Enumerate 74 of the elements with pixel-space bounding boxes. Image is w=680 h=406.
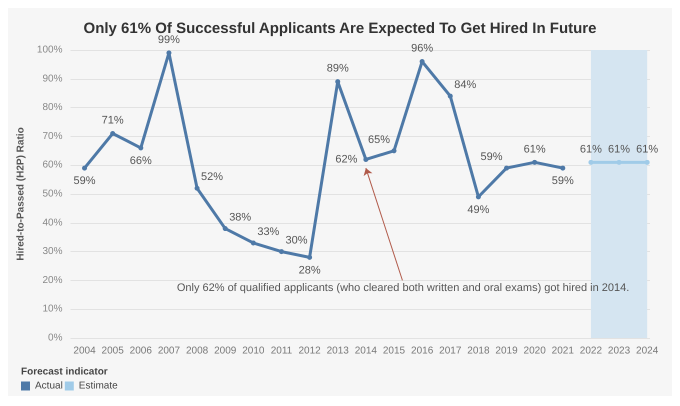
point — [222, 226, 228, 232]
point — [448, 94, 453, 99]
data-label: 61% — [580, 143, 602, 156]
x-tick-label: 2007 — [158, 346, 180, 356]
point — [250, 240, 256, 246]
x-tick-label: 2010 — [242, 346, 265, 356]
point — [166, 50, 172, 56]
x-tick-label: 2013 — [326, 346, 350, 356]
y-tick-label: 70% — [42, 130, 63, 142]
y-tick-label: 0% — [48, 332, 63, 344]
x-tick-label: 2005 — [102, 346, 124, 356]
y-tick-label: 20% — [42, 274, 63, 286]
data-label: 61% — [608, 143, 630, 156]
point — [82, 166, 88, 171]
x-tick-label: 2015 — [382, 346, 406, 356]
legend-label: Actual — [35, 380, 63, 392]
data-label: 96% — [411, 42, 434, 55]
point — [392, 148, 396, 154]
data-label: 61% — [524, 143, 546, 156]
point — [110, 131, 116, 136]
y-tick-label: 100% — [36, 44, 63, 56]
x-tick-label: 2021 — [552, 346, 574, 356]
point — [560, 166, 566, 171]
data-label: 52% — [201, 171, 224, 184]
y-tick-label: 50% — [42, 188, 63, 200]
data-label: 61% — [636, 143, 658, 156]
x-tick-label: 2011 — [270, 346, 293, 356]
data-label: 62% — [335, 153, 358, 166]
point — [644, 160, 650, 165]
legend-label: Estimate — [78, 380, 118, 392]
y-axis-title: Hired-to-Passed (H2P) Ratio — [16, 127, 26, 261]
x-tick-label: 2022 — [580, 346, 602, 356]
y-tick-label: 60% — [42, 160, 63, 171]
data-label: 28% — [298, 264, 321, 276]
data-label: 49% — [467, 204, 490, 216]
legend-title: Forecast indicator — [21, 366, 108, 378]
x-tick-label: 2014 — [354, 346, 378, 356]
x-tick-label: 2006 — [130, 346, 152, 356]
x-tick-label: 2016 — [411, 346, 434, 356]
x-tick-label: 2018 — [467, 346, 490, 356]
x-tick-label: 2017 — [439, 346, 462, 356]
y-tick-label: 40% — [42, 217, 63, 228]
x-tick-label: 2019 — [495, 346, 518, 356]
data-label: 33% — [257, 226, 280, 238]
x-tick-label: 2009 — [214, 346, 237, 356]
data-label: 71% — [102, 114, 124, 127]
point — [363, 156, 368, 162]
point — [532, 160, 538, 165]
data-label: 59% — [552, 175, 574, 188]
data-label: 59% — [74, 175, 96, 188]
data-label: 38% — [229, 212, 252, 224]
point — [138, 145, 144, 150]
point — [588, 160, 594, 165]
data-label: 30% — [285, 234, 308, 247]
x-tick-label: 2024 — [636, 346, 659, 356]
y-tick-label: 80% — [42, 102, 63, 114]
data-label: 59% — [480, 151, 503, 164]
x-tick-label: 2023 — [608, 346, 631, 356]
point — [307, 254, 312, 260]
y-tick-label: 90% — [42, 73, 63, 84]
data-label: 65% — [368, 134, 390, 146]
data-label: 89% — [326, 62, 349, 75]
y-tick-label: 10% — [42, 304, 63, 315]
point — [278, 249, 284, 254]
data-label: 66% — [130, 154, 152, 167]
x-tick-label: 2008 — [186, 346, 209, 356]
x-tick-label: 2020 — [524, 346, 546, 356]
point — [504, 166, 510, 171]
x-tick-label: 2012 — [298, 346, 322, 356]
point — [194, 186, 200, 191]
x-tick-label: 2004 — [73, 346, 96, 356]
y-tick-label: 30% — [42, 246, 63, 258]
data-label: 84% — [454, 79, 476, 92]
annotation: Only 62% of qualified applicants (who cleared both written and oral exams) got hired in 2014. — [176, 282, 630, 294]
